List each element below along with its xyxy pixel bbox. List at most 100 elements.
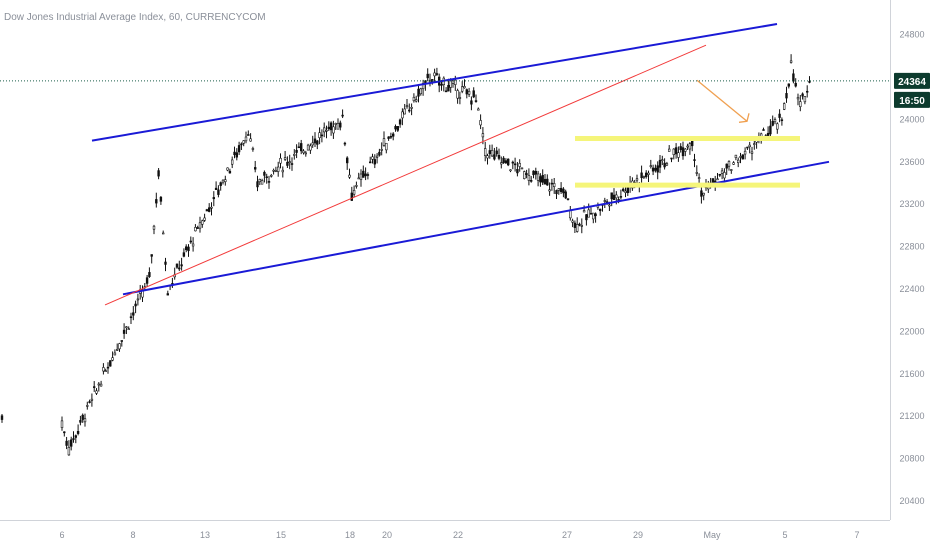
candle-body [766,132,770,136]
candle-body [702,192,705,196]
candle-body [656,165,659,173]
candle-body [621,188,625,191]
time-tick-label: 5 [782,530,787,540]
candle-body [366,174,370,176]
candle-body [417,88,420,97]
candle-body [233,151,236,156]
candle-body [60,420,64,428]
candle-body [693,159,696,161]
time-axis[interactable]: 6 8 13 15 18 20 22 27 29 May 5 7 [59,530,859,540]
candle-body [120,340,124,342]
candle-body [684,148,687,152]
candle-body [182,252,186,257]
candle-body [776,123,779,130]
candle-body [247,134,250,136]
candle-body [290,163,294,165]
candle-body [274,169,278,172]
candle-body [670,157,673,160]
candle-body [672,148,676,155]
candle-body [391,133,395,137]
candle-body [463,86,466,89]
candle-body [534,170,538,175]
candle-body [240,143,243,146]
candle-body [723,172,726,179]
candle-body [136,298,140,301]
candle-body [67,447,71,456]
candle-body [663,162,666,168]
forecast-arrow-shaft [696,79,748,122]
candle-body [589,212,593,215]
time-tick-label: 6 [59,530,64,540]
candle-body [458,97,462,99]
candle-body [178,267,181,270]
candle-body [318,132,321,139]
candle-body [794,82,797,87]
candle-body [221,179,225,183]
candle-body [125,326,128,329]
candle-body [357,177,360,180]
candle-body [231,159,234,165]
candle-body [782,103,786,110]
candle-body [435,73,439,75]
candle-body [789,60,793,63]
candle-body [486,155,489,159]
candle-body [454,79,457,85]
candle-body [465,89,468,95]
candle-body [398,119,402,125]
candle-body [226,167,229,171]
candle-body [166,293,169,296]
candle-body [316,140,319,145]
candle-body [254,167,257,170]
candle-body [86,405,89,407]
candle-body [217,189,220,195]
candle-body [127,328,130,330]
candle-body [426,73,429,79]
candle-body [730,169,733,171]
candle-body [325,129,328,132]
candle-body [235,152,238,158]
time-tick-label: 20 [382,530,392,540]
candle-body [598,208,602,212]
candle-body [65,440,68,446]
candle-body [661,159,664,162]
candle-body [371,156,374,160]
candle-body [249,138,252,142]
candle-body [509,169,512,172]
candle-body [198,222,202,229]
candle-body [256,181,259,188]
candle-body [380,149,383,151]
candle-body [557,188,561,191]
candle-body [224,179,227,183]
candle-body [624,190,627,193]
candle-body [401,111,404,119]
candle-body [667,148,671,152]
candle-body [394,126,397,130]
candle-body [488,150,491,155]
candle-body [359,173,363,180]
candle-body [665,163,669,166]
candle-body [364,173,367,177]
candle-body [677,152,680,158]
candle-body [242,140,245,144]
candle-body [297,146,301,149]
candle-body [288,161,291,163]
candle-body [734,154,738,158]
candle-body [302,150,305,154]
candle-body [778,113,781,118]
channel-upper-line [91,23,778,142]
candle-body [697,177,701,179]
candle-body [129,316,133,319]
candle-body [525,173,528,175]
candle-body [506,158,510,166]
trendline [104,44,707,306]
candle-body [88,401,91,403]
candle-body [769,125,772,135]
candle-body [350,192,353,201]
candle-body [106,366,110,369]
candle-body [732,162,735,165]
candle-body [102,367,105,372]
candle-body [327,126,330,130]
candle-body [309,145,312,151]
